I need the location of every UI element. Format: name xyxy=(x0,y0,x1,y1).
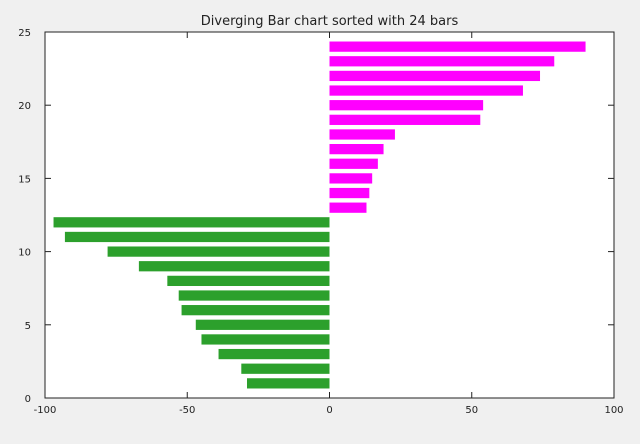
y-tick-label-10: 10 xyxy=(18,248,31,259)
bars-layer xyxy=(53,41,586,389)
y-tick-label-0: 0 xyxy=(25,394,31,405)
bar-11 xyxy=(64,231,330,243)
bar-18 xyxy=(329,129,395,140)
axes-frame xyxy=(44,31,615,399)
y-tick-label-20: 20 xyxy=(18,101,31,112)
y-tick-label-15: 15 xyxy=(18,174,31,185)
bar-6 xyxy=(181,305,330,316)
x-tick-label--50: -50 xyxy=(179,405,195,416)
bar-10 xyxy=(107,246,330,257)
bar-3 xyxy=(218,348,330,360)
bar-24 xyxy=(329,41,586,52)
bar-17 xyxy=(329,143,384,155)
bar-12 xyxy=(53,217,330,228)
bar-7 xyxy=(178,290,330,301)
y-tick-label-5: 5 xyxy=(25,321,31,332)
x-tick-label-50: 50 xyxy=(465,405,478,416)
bar-9 xyxy=(138,261,330,272)
bar-14 xyxy=(329,187,370,199)
bar-2 xyxy=(241,363,330,374)
bar-22 xyxy=(329,70,541,82)
bar-1 xyxy=(246,378,330,389)
bar-13 xyxy=(329,202,367,213)
bar-19 xyxy=(329,114,481,125)
x-tick-label-100: 100 xyxy=(604,405,623,416)
bar-16 xyxy=(329,158,378,169)
bar-8 xyxy=(167,275,330,287)
bar-21 xyxy=(329,85,523,96)
x-tick-label-0: 0 xyxy=(326,405,332,416)
bar-15 xyxy=(329,173,373,184)
bar-5 xyxy=(195,319,330,330)
bar-4 xyxy=(201,334,330,345)
x-tick-label--100: -100 xyxy=(34,405,57,416)
y-tick-label-25: 25 xyxy=(18,28,31,39)
chart-title: Diverging Bar chart sorted with 24 bars xyxy=(201,14,459,29)
bar-20 xyxy=(329,100,484,111)
bar-23 xyxy=(329,56,555,67)
